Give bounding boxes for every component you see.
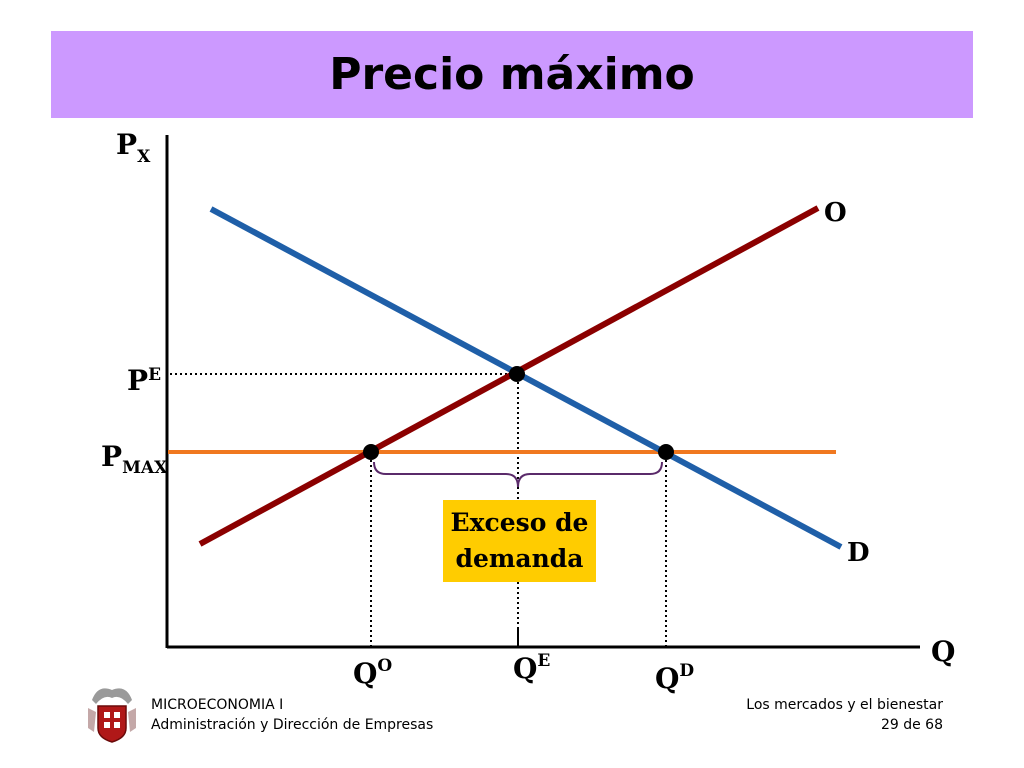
callout-line-2: demanda	[455, 544, 584, 573]
slide-title: Precio máximo	[329, 49, 695, 100]
callout-line-1: Exceso de	[450, 508, 589, 537]
excess-demand-brace	[373, 461, 663, 488]
footer-page-number: 29 de 68	[880, 717, 943, 733]
footer-slide-info: Los mercados y el bienestar 29 de 68	[746, 695, 943, 735]
supply-curve	[198, 205, 820, 547]
quantity-offered-point	[363, 444, 379, 460]
footer-course-info: MICROECONOMIA I Administración y Direcci…	[151, 695, 433, 735]
pmax-label: PMAX	[101, 440, 168, 478]
equilibrium-point	[509, 366, 525, 382]
qo-label: QO	[353, 656, 392, 690]
qd-label: QD	[655, 661, 694, 695]
quantity-demanded-point	[658, 444, 674, 460]
demand-curve	[209, 206, 843, 550]
footer-topic: Los mercados y el bienestar	[746, 697, 943, 713]
title-bar: Precio máximo	[51, 31, 973, 118]
x-axis-label: Q	[931, 635, 955, 668]
footer-program: Administración y Dirección de Empresas	[151, 717, 434, 733]
y-axis-label: PX	[116, 128, 151, 167]
supply-label: O	[824, 198, 847, 228]
footer-course: MICROECONOMIA I	[151, 697, 284, 713]
qe-label: QE	[513, 651, 550, 685]
demand-label: D	[847, 538, 870, 568]
pe-label: PE	[127, 364, 161, 397]
excess-demand-callout: Exceso de demanda	[443, 500, 596, 582]
university-crest-logo	[88, 688, 136, 743]
